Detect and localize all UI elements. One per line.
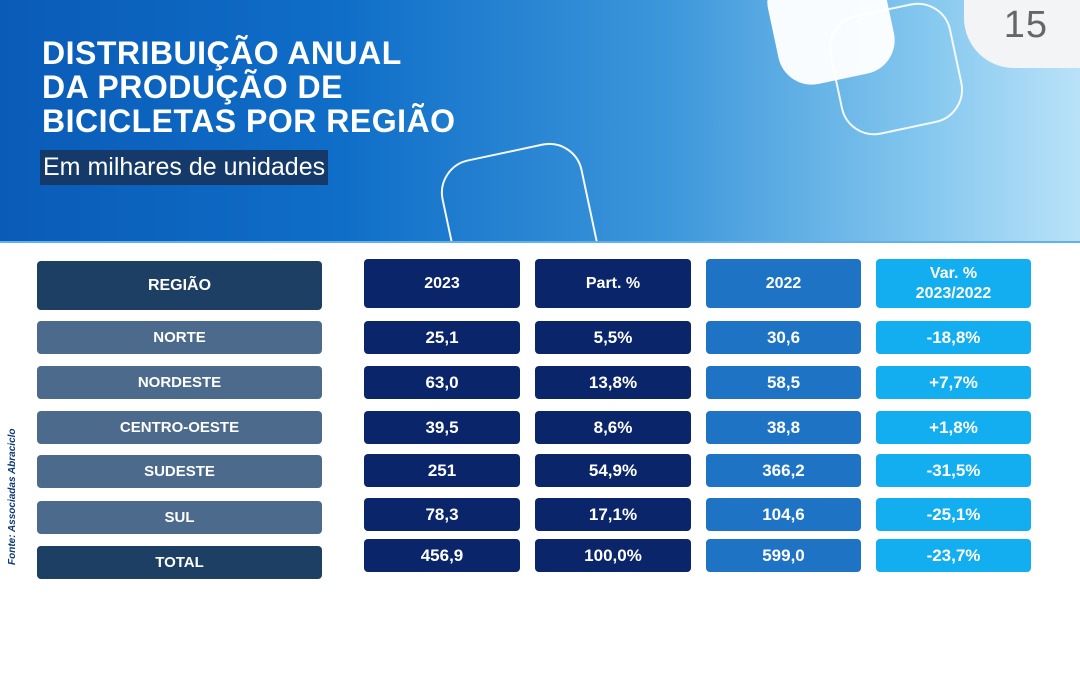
region-cell: CENTRO-OESTE <box>37 411 322 444</box>
column-header-2023: 2023 <box>364 259 520 308</box>
value-part: 17,1% <box>535 498 691 531</box>
value-variation-total: -23,7% <box>876 539 1031 572</box>
value-part: 54,9% <box>535 454 691 487</box>
value-2023: 25,1 <box>364 321 520 354</box>
value-2023: 251 <box>364 454 520 487</box>
value-part-total: 100,0% <box>535 539 691 572</box>
value-2022: 104,6 <box>706 498 861 531</box>
column-header-2022: 2022 <box>706 259 861 308</box>
value-part: 5,5% <box>535 321 691 354</box>
value-variation: -18,8% <box>876 321 1031 354</box>
decorative-square-outline <box>822 0 970 142</box>
value-2022: 38,8 <box>706 411 861 444</box>
header-banner: 15 DISTRIBUIÇÃO ANUAL DA PRODUÇÃO DE BIC… <box>0 0 1080 241</box>
value-2023: 63,0 <box>364 366 520 399</box>
column-header-variation-line: 2023/2022 <box>915 284 992 302</box>
value-2022: 30,6 <box>706 321 861 354</box>
region-cell: NORDESTE <box>37 366 322 399</box>
value-variation: +7,7% <box>876 366 1031 399</box>
value-2022: 366,2 <box>706 454 861 487</box>
page-title: DISTRIBUIÇÃO ANUAL DA PRODUÇÃO DE BICICL… <box>42 36 522 138</box>
value-2023-total: 456,9 <box>364 539 520 572</box>
value-part: 8,6% <box>535 411 691 444</box>
source-note: Fonte: Associadas Abraciclo <box>7 428 18 565</box>
value-2022: 58,5 <box>706 366 861 399</box>
header-divider <box>0 241 1080 243</box>
region-cell: NORTE <box>37 321 322 354</box>
title-line: DISTRIBUIÇÃO ANUAL <box>42 35 402 71</box>
region-cell-total: TOTAL <box>37 546 322 579</box>
page-number-tab <box>964 0 1080 68</box>
title-line: DA PRODUÇÃO DE <box>42 69 343 105</box>
value-variation: -31,5% <box>876 454 1031 487</box>
value-2022-total: 599,0 <box>706 539 861 572</box>
column-header-variation: Var. % 2023/2022 <box>876 259 1031 308</box>
title-line: BICICLETAS POR REGIÃO <box>42 103 456 139</box>
column-header-variation-line: Var. % <box>929 264 978 282</box>
value-2023: 39,5 <box>364 411 520 444</box>
value-variation: +1,8% <box>876 411 1031 444</box>
region-cell: SUDESTE <box>37 455 322 488</box>
region-cell: SUL <box>37 501 322 534</box>
value-part: 13,8% <box>535 366 691 399</box>
page-subtitle: Em milhares de unidades <box>40 150 329 185</box>
column-header-region: REGIÃO <box>37 261 322 310</box>
column-header-part: Part. % <box>535 259 691 308</box>
page-number: 15 <box>1003 4 1048 46</box>
decorative-square-outline <box>434 136 606 241</box>
value-variation: -25,1% <box>876 498 1031 531</box>
value-2023: 78,3 <box>364 498 520 531</box>
